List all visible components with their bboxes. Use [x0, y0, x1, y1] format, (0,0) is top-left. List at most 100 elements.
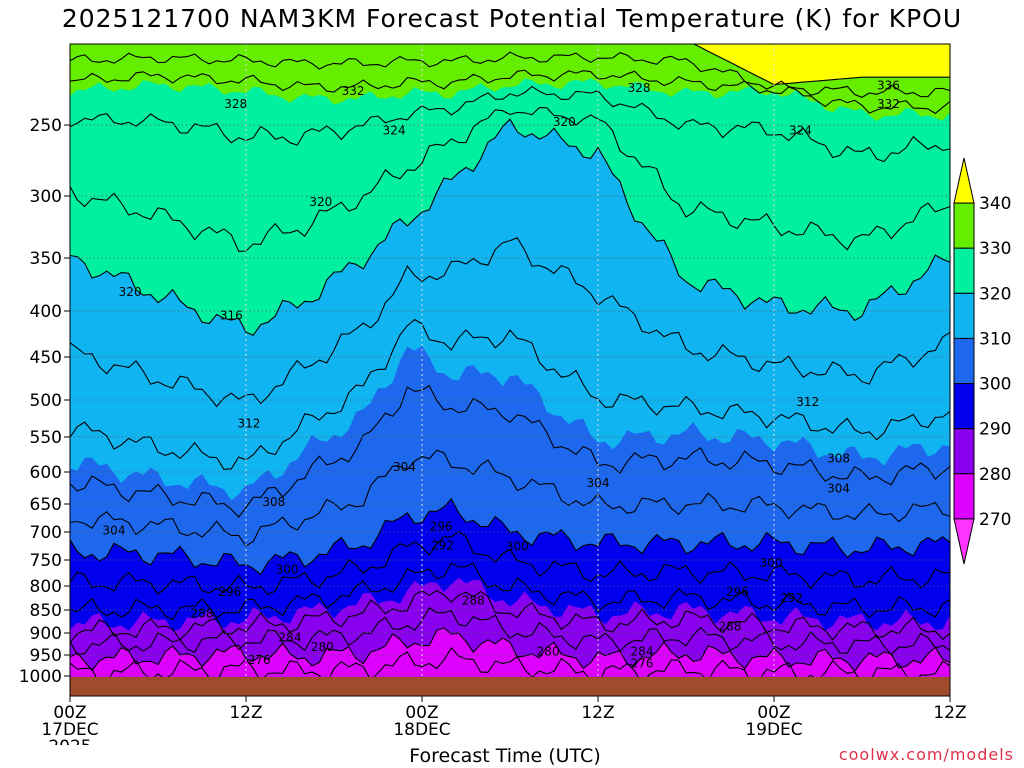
colorbar: 270 280 290 300 310 320 330 340: [953, 157, 1011, 565]
isoline-284: [70, 607, 950, 656]
chart-canvas: 332 328 328 336 332 324 320 324 320 320 316 312 312 3…: [19, 43, 1011, 745]
colorbar-segment-5: [953, 383, 975, 430]
x-tick-label-48-2: 19DEC: [745, 720, 802, 740]
contour-label-15: 304: [587, 476, 610, 490]
contour-label-23: 300: [760, 556, 783, 570]
contour-label-12: 312: [796, 395, 819, 409]
x-tick-label-0-3: 2025: [48, 737, 91, 745]
isoline-280: [70, 627, 950, 672]
colorbar-label-290: 290: [979, 420, 1011, 440]
contour-label-9: 320: [119, 285, 142, 299]
x-tick-label-24-1: 00Z: [405, 703, 438, 723]
contour-label-24: 296: [218, 585, 241, 599]
x-tick-label-0-1: 00Z: [53, 703, 86, 723]
isoline-340: [692, 44, 950, 86]
contour-label-18: 304: [103, 523, 126, 537]
colorbar-label-330: 330: [979, 239, 1011, 259]
colorbar-segment-3: [953, 292, 975, 339]
contour-label-7: 324: [789, 124, 812, 138]
y-tick-label-450: 450: [30, 348, 62, 368]
y-tick-label-850: 850: [30, 601, 62, 621]
y-tick-label-800: 800: [30, 577, 62, 597]
colorbar-label-300: 300: [979, 375, 1011, 395]
colorbar-label-310: 310: [979, 329, 1011, 349]
contour-label-8: 320: [309, 195, 332, 209]
contour-label-27: 288: [191, 607, 214, 621]
isoline-296: [70, 530, 950, 596]
isoline-332: [70, 69, 950, 115]
isoline-292: [70, 562, 950, 621]
credit-text: coolwx.com/models: [838, 745, 1014, 764]
filled-contours: [70, 44, 950, 696]
colorbar-label-320: 320: [979, 284, 1011, 304]
contour-label-2: 328: [628, 81, 651, 95]
colorbar-top-arrow: [953, 157, 975, 204]
contour-label-21: 300: [506, 540, 529, 554]
grid-lines: [70, 44, 950, 677]
y-tick-label-650: 650: [30, 495, 62, 515]
colorbar-segment-6: [953, 428, 975, 475]
contour-label-10: 316: [220, 309, 243, 323]
x-axis: 00Z17DEC202512Z00Z18DEC12Z00Z19DEC12Z: [41, 696, 967, 745]
y-tick-label-400: 400: [30, 302, 62, 322]
chart-title: 2025121700 NAM3KM Forecast Potential Tem…: [61, 4, 963, 33]
y-tick-label-300: 300: [30, 187, 62, 207]
y-tick-label-700: 700: [30, 523, 62, 543]
colorbar-bottom-arrow: [953, 518, 975, 565]
isoline-308: [70, 384, 950, 518]
x-axis-label: Forecast Time (UTC): [409, 745, 601, 767]
contour-label-35: 276: [631, 656, 654, 670]
y-tick-label-600: 600: [30, 463, 62, 483]
colorbar-segment-7: [953, 473, 975, 520]
y-tick-label-750: 750: [30, 551, 62, 571]
contour-label-1: 328: [224, 97, 247, 111]
y-tick-label-900: 900: [30, 624, 62, 644]
contour-label-17: 308: [262, 495, 285, 509]
isoline-324: [70, 107, 950, 252]
contour-label-28: 288: [462, 593, 485, 607]
x-tick-label-24-2: 18DEC: [393, 720, 450, 740]
contour-label-20: 292: [431, 538, 454, 552]
y-axis: 250 300 350 400 450 500 550 600 650 700 750 800 850 9…: [19, 116, 70, 687]
colorbar-segment-2: [953, 247, 975, 294]
contour-label-3: 336: [877, 79, 900, 93]
contour-label-6: 320: [553, 115, 576, 129]
ground-surface: [70, 677, 950, 696]
contour-label-25: 296: [726, 585, 749, 599]
isoline-312: [70, 318, 950, 470]
contour-label-22: 300: [276, 562, 299, 576]
contour-label-34: 280: [537, 644, 560, 658]
colorbar-label-340: 340: [979, 194, 1011, 214]
x-tick-label-12-1: 12Z: [229, 703, 262, 723]
x-tick-label-60-1: 12Z: [933, 703, 966, 723]
plot-frame: [69, 43, 951, 697]
contour-label-33: 276: [248, 653, 271, 667]
contour-label-26: 292: [780, 591, 803, 605]
contour-label-31: 280: [311, 640, 334, 654]
contour-label-13: 308: [827, 452, 850, 466]
isoline-316: [70, 237, 950, 408]
y-tick-label-550: 550: [30, 428, 62, 448]
x-tick-label-36-1: 12Z: [581, 703, 614, 723]
x-tick-label-48-1: 00Z: [757, 703, 790, 723]
contour-label-11: 312: [237, 417, 260, 431]
contour-label-19: 296: [430, 519, 453, 533]
y-tick-label-1000: 1000: [19, 667, 62, 687]
isoline-288: [70, 589, 950, 644]
contour-label-5: 324: [383, 124, 406, 138]
contour-label-16: 304: [827, 482, 850, 496]
contour-label-30: 284: [279, 630, 302, 644]
colorbar-label-280: 280: [979, 465, 1011, 485]
colorbar-segment-4: [953, 337, 975, 385]
x-tick-label-0-2: 17DEC: [41, 720, 98, 740]
colorbar-label-270: 270: [979, 510, 1011, 530]
isoline-336: [70, 51, 950, 99]
y-tick-label-950: 950: [30, 646, 62, 666]
contour-label-14: 304: [393, 460, 416, 474]
contour-label-0: 332: [342, 84, 365, 98]
contour-label-32: 284: [631, 644, 654, 658]
contour-label-29: 288: [719, 620, 742, 634]
y-tick-label-250: 250: [30, 116, 62, 136]
isoline-328: [70, 85, 950, 163]
y-tick-label-500: 500: [30, 391, 62, 411]
